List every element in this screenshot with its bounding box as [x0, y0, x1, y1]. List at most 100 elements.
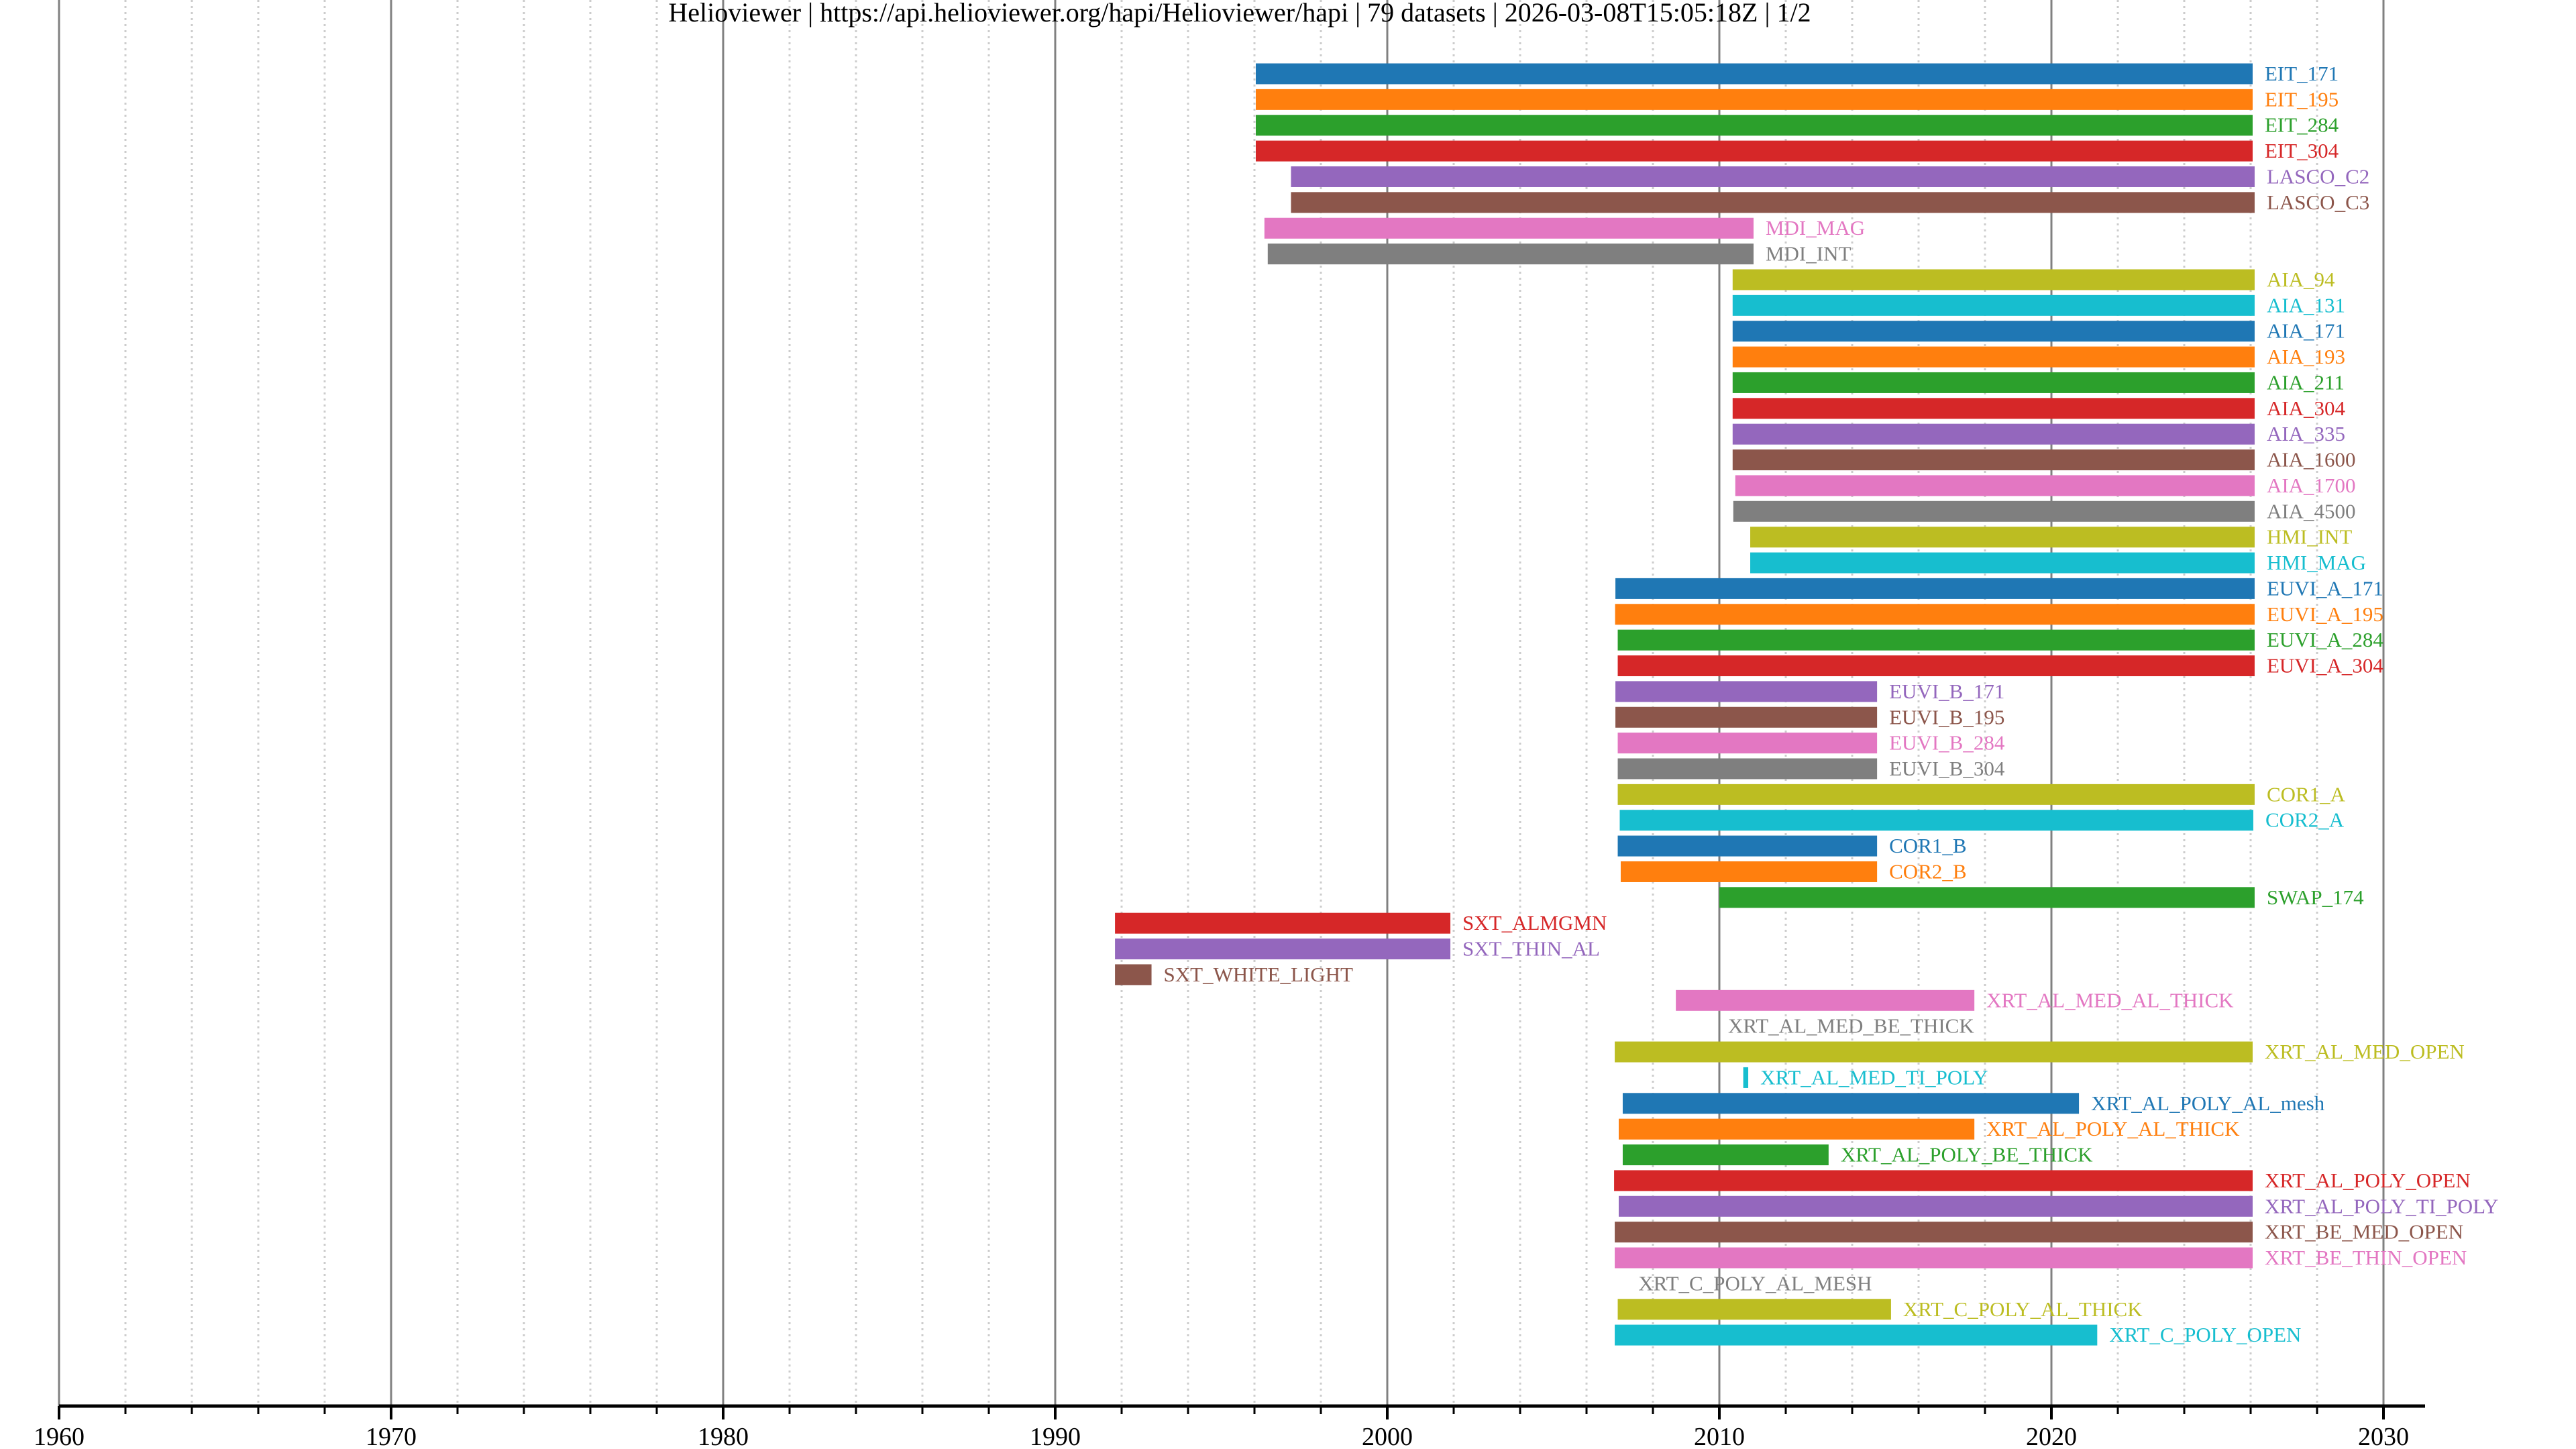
dataset-label: EUVI_A_195 [2267, 602, 2383, 626]
dataset-bar[interactable] [1617, 629, 2255, 651]
dataset-bar[interactable] [1733, 500, 2255, 522]
dataset-bar[interactable] [1291, 166, 2255, 187]
dataset-bar[interactable] [1620, 861, 1878, 882]
bar-layer [1115, 63, 2255, 1346]
dataset-bar[interactable] [1617, 758, 1878, 780]
dataset-bar[interactable] [1732, 423, 2255, 445]
dataset-bar[interactable] [1619, 810, 2253, 831]
dataset-bar[interactable] [1255, 89, 2253, 110]
dataset-bar[interactable] [1617, 784, 2255, 805]
dataset-bar[interactable] [1615, 1247, 2253, 1269]
dataset-label: XRT_AL_MED_OPEN [2265, 1040, 2465, 1063]
dataset-row [1255, 63, 2253, 85]
dataset-bar[interactable] [1115, 938, 1451, 960]
dataset-bar[interactable] [1615, 1324, 2098, 1346]
dataset-row [1115, 964, 1152, 985]
dataset-row [1732, 321, 2255, 342]
dataset-label: XRT_C_POLY_OPEN [2109, 1323, 2301, 1346]
dataset-row [1732, 398, 2255, 419]
dataset-label: AIA_193 [2267, 345, 2345, 368]
dataset-bar[interactable] [1732, 294, 2255, 316]
dataset-row [1615, 706, 1878, 728]
dataset-label: EUVI_A_284 [2267, 628, 2383, 651]
dataset-bar[interactable] [1267, 244, 1754, 265]
dataset-label: HMI_INT [2267, 525, 2352, 549]
dataset-bar[interactable] [1615, 1041, 2253, 1063]
dataset-label: AIA_335 [2267, 422, 2345, 445]
dataset-bar[interactable] [1622, 1093, 2080, 1114]
dataset-row [1732, 372, 2255, 393]
dataset-bar[interactable] [1615, 578, 2255, 599]
dataset-label: SXT_WHITE_LIGHT [1164, 963, 1353, 986]
dataset-bar[interactable] [1619, 1195, 2253, 1217]
dataset-bar[interactable] [1619, 1118, 1975, 1140]
dataset-bar[interactable] [1732, 398, 2255, 419]
dataset-bar[interactable] [1732, 346, 2255, 368]
dataset-label: XRT_AL_POLY_OPEN [2265, 1169, 2471, 1192]
dataset-bar[interactable] [1732, 372, 2255, 393]
dataset-label: COR2_B [1889, 859, 1966, 883]
dataset-bar[interactable] [1676, 989, 1975, 1011]
dataset-label: AIA_304 [2267, 396, 2346, 420]
dataset-row [1619, 1195, 2253, 1217]
dataset-row [1619, 810, 2253, 831]
dataset-label: XRT_BE_THIN_OPEN [2265, 1246, 2467, 1269]
dataset-bar[interactable] [1617, 835, 1878, 857]
dataset-bar[interactable] [1750, 552, 2255, 574]
dataset-bar[interactable] [1115, 912, 1451, 934]
dataset-row [1255, 89, 2253, 110]
dataset-label: AIA_1600 [2267, 448, 2356, 472]
dataset-row [1750, 527, 2255, 548]
dataset-label: AIA_211 [2267, 370, 2345, 394]
dataset-label: AIA_131 [2267, 293, 2345, 317]
dataset-label: XRT_AL_POLY_AL_mesh [2091, 1091, 2325, 1115]
dataset-label: COR1_A [2267, 782, 2346, 806]
dataset-row [1732, 449, 2255, 471]
dataset-row [1619, 1118, 1975, 1140]
dataset-bar[interactable] [1743, 1067, 1749, 1088]
dataset-bar[interactable] [1617, 733, 1878, 754]
dataset-label: HMI_MAG [2267, 551, 2366, 574]
dataset-label: LASCO_C3 [2267, 191, 2369, 214]
dataset-bar[interactable] [1614, 1170, 2253, 1191]
dataset-label: LASCO_C2 [2267, 164, 2369, 188]
dataset-bar[interactable] [1735, 475, 2255, 496]
dataset-row [1255, 115, 2253, 136]
dataset-bar[interactable] [1291, 192, 2255, 213]
dataset-row [1615, 1041, 2253, 1063]
dataset-bar[interactable] [1264, 217, 1754, 239]
dataset-bar[interactable] [1615, 681, 1878, 702]
dataset-row [1676, 989, 1975, 1011]
dataset-bar[interactable] [1615, 1222, 2253, 1243]
dataset-bar[interactable] [1255, 115, 2253, 136]
x-tick-label: 1960 [34, 1423, 85, 1449]
dataset-row [1617, 835, 1878, 857]
dataset-bar[interactable] [1732, 449, 2255, 471]
dataset-row [1732, 423, 2255, 445]
dataset-bar[interactable] [1115, 964, 1152, 985]
dataset-label: EUVI_B_304 [1889, 757, 2005, 780]
dataset-label: EIT_171 [2265, 62, 2339, 85]
x-tick-label: 2010 [1694, 1423, 1745, 1449]
dataset-bar[interactable] [1622, 1144, 1829, 1166]
dataset-bar[interactable] [1615, 604, 2255, 625]
dataset-row [1719, 887, 2255, 908]
dataset-row [1614, 1170, 2253, 1191]
dataset-bar[interactable] [1255, 140, 2253, 162]
dataset-bar[interactable] [1617, 1299, 1891, 1320]
x-tick-label: 1980 [698, 1423, 749, 1449]
dataset-bar[interactable] [1255, 63, 2253, 85]
x-tick-label: 2030 [2358, 1423, 2409, 1449]
dataset-bar[interactable] [1719, 887, 2255, 908]
dataset-bar[interactable] [1617, 655, 2255, 677]
dataset-bar[interactable] [1732, 321, 2255, 342]
dataset-bar[interactable] [1615, 706, 1878, 728]
dataset-bar[interactable] [1750, 527, 2255, 548]
dataset-label: XRT_AL_MED_AL_THICK [1986, 988, 2234, 1012]
dataset-row [1615, 1247, 2253, 1269]
dataset-bar[interactable] [1732, 269, 2255, 290]
x-tick-label: 2000 [1362, 1423, 1413, 1449]
dataset-row [1617, 1299, 1891, 1320]
